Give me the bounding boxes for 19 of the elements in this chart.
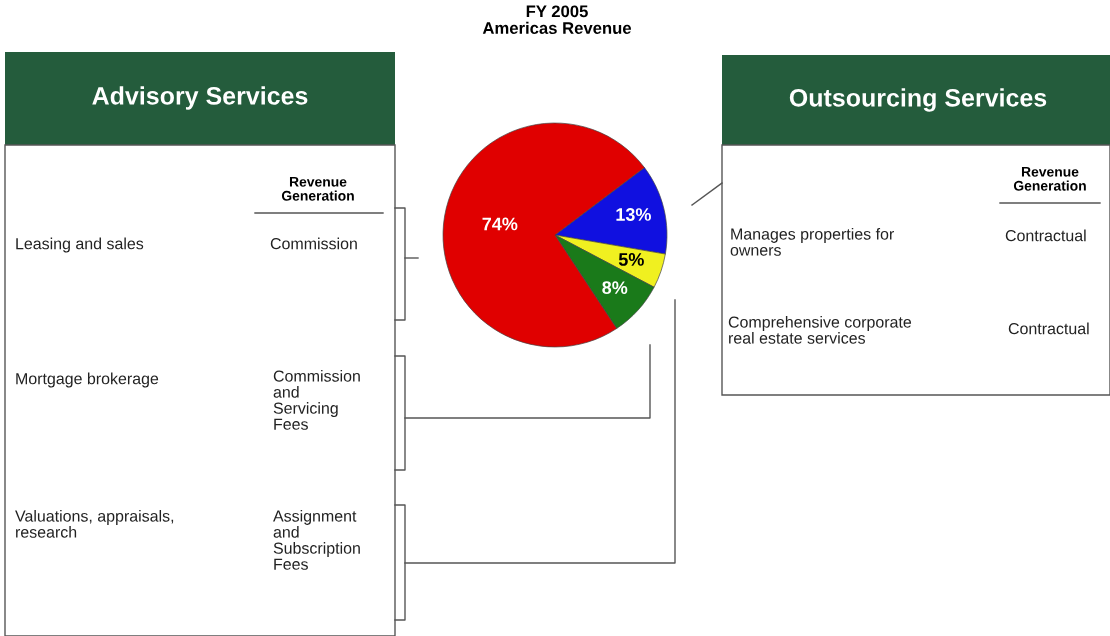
data-label: 5%: [618, 253, 644, 266]
text: Comprehensive corporate real estate services: [728, 316, 912, 344]
chart-title: FY 2005 Americas Revenue: [482, 5, 632, 34]
data-label: 8%: [602, 281, 628, 295]
text: Revenue Generation: [1013, 167, 1086, 191]
text: Contractual: [1008, 322, 1089, 335]
text: Manages properties for owners: [730, 228, 894, 256]
text: Assignment and Subscription Fees: [273, 510, 360, 570]
text: Valuations, appraisals, research: [15, 510, 174, 538]
text: Advisory Services: [92, 86, 308, 110]
text: Commission and Servicing Fees: [273, 370, 360, 430]
text: Leasing and sales: [16, 237, 144, 253]
data-label: 74%: [482, 217, 518, 231]
text: Revenue Generation: [281, 177, 354, 201]
text: Commission: [270, 237, 357, 250]
data-label: 13%: [616, 208, 651, 221]
text: Outsourcing Services: [789, 88, 1047, 112]
text: Mortgage brokerage: [16, 372, 159, 388]
text: Contractual: [1005, 229, 1086, 242]
